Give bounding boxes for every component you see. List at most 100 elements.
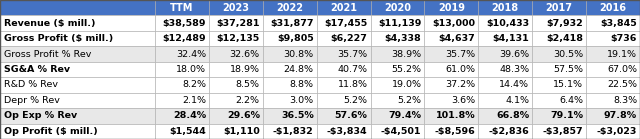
Bar xyxy=(424,108,478,124)
Bar xyxy=(478,77,532,93)
Text: $38,589: $38,589 xyxy=(163,19,206,28)
Bar xyxy=(586,0,640,15)
Bar xyxy=(0,124,155,139)
Bar xyxy=(209,93,263,108)
Text: 19.1%: 19.1% xyxy=(607,50,637,59)
Bar xyxy=(155,93,209,108)
Text: Revenue ($ mill.): Revenue ($ mill.) xyxy=(4,19,95,28)
Text: 39.6%: 39.6% xyxy=(499,50,529,59)
Bar xyxy=(371,0,424,15)
Text: Gross Profit % Rev: Gross Profit % Rev xyxy=(4,50,92,59)
Text: Depr % Rev: Depr % Rev xyxy=(4,96,60,105)
Bar xyxy=(424,0,478,15)
Bar xyxy=(586,108,640,124)
Text: 67.0%: 67.0% xyxy=(607,65,637,74)
Bar xyxy=(209,108,263,124)
Bar xyxy=(586,93,640,108)
Bar xyxy=(532,124,586,139)
Bar xyxy=(371,93,424,108)
Bar xyxy=(424,15,478,31)
Bar xyxy=(155,124,209,139)
Bar xyxy=(155,108,209,124)
Text: 97.8%: 97.8% xyxy=(604,111,637,120)
Bar xyxy=(263,77,317,93)
Bar xyxy=(424,124,478,139)
Bar xyxy=(0,62,155,77)
Bar xyxy=(478,93,532,108)
Bar xyxy=(371,31,424,46)
Bar xyxy=(0,46,155,62)
Bar xyxy=(317,77,371,93)
Bar xyxy=(263,15,317,31)
Bar xyxy=(478,31,532,46)
Text: -$4,501: -$4,501 xyxy=(381,127,422,136)
Text: 36.5%: 36.5% xyxy=(281,111,314,120)
Bar xyxy=(209,31,263,46)
Text: -$3,023: -$3,023 xyxy=(596,127,637,136)
Text: 2023: 2023 xyxy=(222,3,250,13)
Bar xyxy=(586,15,640,31)
Bar xyxy=(155,46,209,62)
Text: 35.7%: 35.7% xyxy=(337,50,367,59)
Bar xyxy=(155,77,209,93)
Text: 2018: 2018 xyxy=(492,3,519,13)
Bar xyxy=(532,108,586,124)
Text: 8.8%: 8.8% xyxy=(290,80,314,89)
Bar xyxy=(0,0,155,15)
Bar xyxy=(0,108,155,124)
Bar xyxy=(263,108,317,124)
Text: 4.1%: 4.1% xyxy=(505,96,529,105)
Bar xyxy=(586,124,640,139)
Bar xyxy=(478,0,532,15)
Text: 37.2%: 37.2% xyxy=(445,80,476,89)
Text: $37,281: $37,281 xyxy=(216,19,260,28)
Bar xyxy=(0,31,155,46)
Text: -$3,857: -$3,857 xyxy=(543,127,583,136)
Bar xyxy=(263,31,317,46)
Text: 18.0%: 18.0% xyxy=(176,65,206,74)
Text: $9,805: $9,805 xyxy=(277,34,314,43)
Bar xyxy=(317,15,371,31)
Text: 29.6%: 29.6% xyxy=(227,111,260,120)
Text: $10,433: $10,433 xyxy=(486,19,529,28)
Text: 32.6%: 32.6% xyxy=(230,50,260,59)
Bar xyxy=(209,62,263,77)
Bar xyxy=(586,62,640,77)
Bar xyxy=(371,62,424,77)
Bar xyxy=(317,46,371,62)
Text: $12,489: $12,489 xyxy=(163,34,206,43)
Bar xyxy=(586,31,640,46)
Bar xyxy=(317,108,371,124)
Bar xyxy=(0,15,155,31)
Text: -$3,834: -$3,834 xyxy=(327,127,367,136)
Bar xyxy=(424,62,478,77)
Text: $7,932: $7,932 xyxy=(547,19,583,28)
Text: 2016: 2016 xyxy=(600,3,627,13)
Text: 101.8%: 101.8% xyxy=(436,111,476,120)
Text: 30.8%: 30.8% xyxy=(284,50,314,59)
Text: 5.2%: 5.2% xyxy=(344,96,367,105)
Bar xyxy=(371,15,424,31)
Text: 79.1%: 79.1% xyxy=(550,111,583,120)
Text: 3.6%: 3.6% xyxy=(451,96,476,105)
Text: $736: $736 xyxy=(611,34,637,43)
Bar xyxy=(424,93,478,108)
Text: 30.5%: 30.5% xyxy=(553,50,583,59)
Text: R&D % Rev: R&D % Rev xyxy=(4,80,58,89)
Text: $31,877: $31,877 xyxy=(270,19,314,28)
Bar xyxy=(209,77,263,93)
Bar xyxy=(317,62,371,77)
Text: 66.8%: 66.8% xyxy=(496,111,529,120)
Text: Op Exp % Rev: Op Exp % Rev xyxy=(4,111,77,120)
Text: Op Profit ($ mill.): Op Profit ($ mill.) xyxy=(4,127,98,136)
Bar xyxy=(478,108,532,124)
Bar xyxy=(209,46,263,62)
Text: $3,845: $3,845 xyxy=(600,19,637,28)
Text: 48.3%: 48.3% xyxy=(499,65,529,74)
Text: $4,131: $4,131 xyxy=(492,34,529,43)
Text: $6,227: $6,227 xyxy=(331,34,367,43)
Text: $11,139: $11,139 xyxy=(378,19,422,28)
Bar xyxy=(424,31,478,46)
Text: $1,110: $1,110 xyxy=(223,127,260,136)
Text: 40.7%: 40.7% xyxy=(337,65,367,74)
